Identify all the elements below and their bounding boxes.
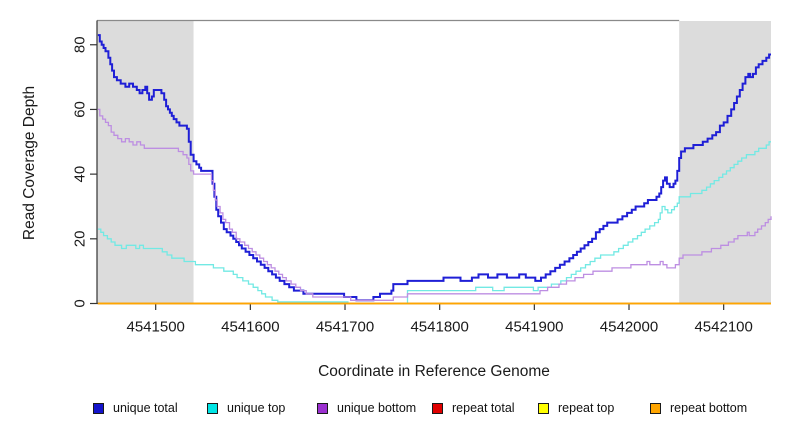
- x-tick-label: 4541500: [126, 319, 184, 336]
- x-tick-label: 4542000: [600, 319, 658, 336]
- x-tick-label: 4541800: [410, 319, 468, 336]
- legend-swatch-repeat-top: [538, 402, 549, 414]
- y-tick-label: 60: [72, 101, 89, 118]
- legend-label: unique bottom: [337, 401, 417, 415]
- x-tick-label: 4541900: [505, 319, 563, 336]
- legend-swatch-unique-total: [93, 402, 104, 414]
- y-tick-label: 80: [72, 36, 89, 53]
- series-line-unique-bottom: [97, 108, 772, 301]
- series-line-unique-top: [97, 141, 771, 305]
- y-tick-label: 0: [72, 299, 89, 307]
- x-axis-title: Coordinate in Reference Genome: [318, 363, 550, 380]
- shaded-region-right-flank: [679, 21, 771, 304]
- legend-item-repeat-bottom: repeat bottom: [650, 399, 747, 417]
- y-tick-label: 40: [72, 166, 89, 183]
- y-axis-title: Read Coverage Depth: [21, 85, 38, 241]
- legend-label: repeat total: [452, 401, 515, 415]
- x-tick-label: 4541700: [316, 319, 374, 336]
- legend-label: repeat bottom: [670, 401, 748, 415]
- legend: unique total unique top unique bottom repea…: [0, 399, 792, 419]
- legend-item-repeat-top: repeat top: [538, 399, 614, 417]
- legend-swatch-unique-top: [207, 402, 218, 414]
- legend-label: repeat top: [558, 401, 615, 415]
- legend-swatch-unique-bottom: [317, 402, 328, 414]
- legend-item-unique-total: unique total: [93, 399, 178, 417]
- legend-label: unique top: [227, 401, 286, 415]
- x-tick-label: 4542100: [694, 319, 752, 336]
- legend-label: unique total: [113, 401, 178, 415]
- legend-swatch-repeat-total: [432, 402, 443, 414]
- series-line-unique-total: [97, 34, 771, 302]
- legend-item-repeat-total: repeat total: [432, 399, 515, 417]
- y-tick-label: 20: [72, 230, 89, 247]
- legend-swatch-repeat-bottom: [650, 402, 661, 414]
- x-tick-label: 4541600: [221, 319, 279, 336]
- legend-item-unique-bottom: unique bottom: [317, 399, 416, 417]
- legend-item-unique-top: unique top: [207, 399, 285, 417]
